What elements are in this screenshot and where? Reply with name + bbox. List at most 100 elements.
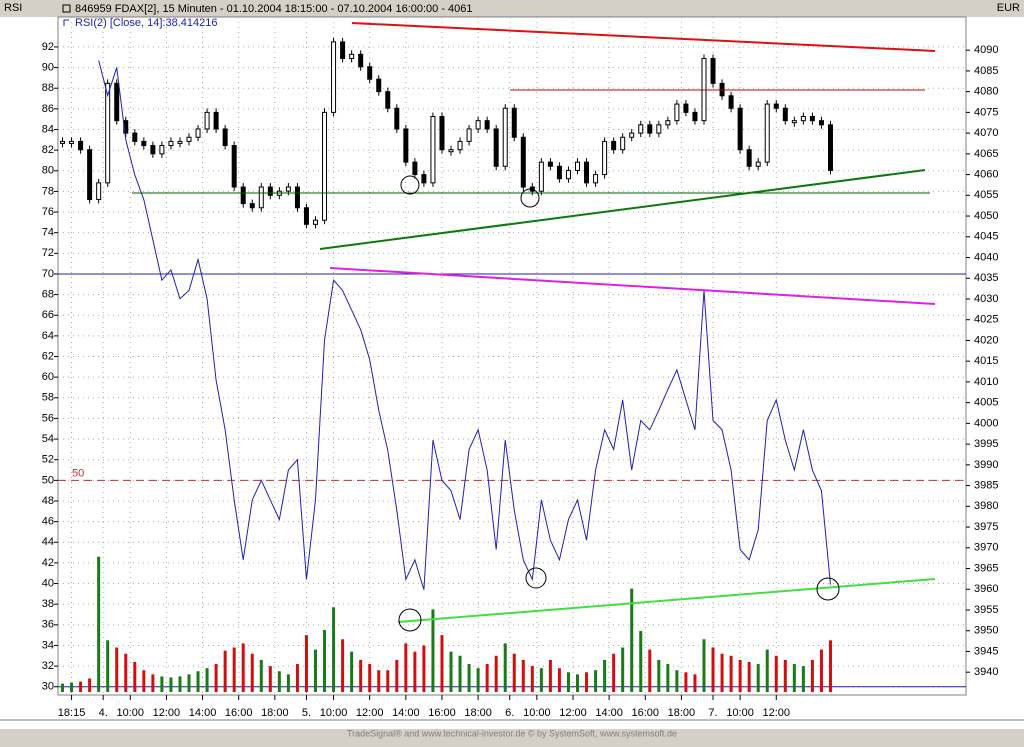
marks (60, 37, 833, 692)
x-tick-label: 14:00 (595, 707, 623, 719)
volume-bar (88, 678, 92, 692)
volume-bar (250, 653, 254, 692)
y-tick-label: 36 (42, 619, 54, 631)
volume-bar (241, 643, 245, 692)
volume-bar (485, 664, 489, 692)
volume-bar (557, 668, 561, 692)
y-tick-label: 78 (42, 185, 54, 197)
price-candle (827, 124, 833, 171)
price-candle (78, 140, 84, 151)
y2-tick-label: 4045 (974, 231, 998, 243)
price-candle (728, 95, 734, 109)
y-tick-label: 82 (42, 144, 54, 156)
price-candle (556, 165, 562, 180)
y2-tick-label: 4015 (974, 355, 998, 367)
volume-bar (512, 653, 516, 692)
y2-tick-label: 3960 (974, 583, 998, 595)
volume-bar (61, 683, 65, 692)
y-tick-label: 58 (42, 392, 54, 404)
y2-tick-label: 3945 (974, 645, 998, 657)
volume-bar (232, 647, 236, 692)
price-candle (168, 140, 174, 147)
volume-bar (612, 653, 616, 692)
volume-bar (350, 651, 354, 692)
price-candle (484, 120, 490, 130)
y2-tick-label: 4070 (974, 127, 998, 139)
volume-bar (259, 659, 263, 692)
legend-price: 846959 FDAX[2], 15 Minuten - 01.10.2004 … (75, 3, 473, 15)
volume-bar (476, 668, 480, 692)
price-candle (755, 161, 761, 167)
volume-bar (368, 664, 372, 692)
x-tick-label: 16:00 (428, 707, 456, 719)
y2-tick-label: 4020 (974, 334, 998, 346)
marker-circle (398, 608, 422, 632)
volume-bar (124, 653, 128, 692)
volume-bar (359, 659, 363, 692)
price-candle (746, 149, 752, 167)
x-tick-label: 7. (708, 707, 717, 719)
volume-bar (675, 670, 679, 692)
legend-icon (62, 4, 71, 13)
volume-bar (648, 649, 652, 692)
marker-circle (525, 567, 547, 589)
y2-tick-label: 3975 (974, 521, 998, 533)
volume-bar (747, 661, 751, 692)
x-tick-label: 18:00 (261, 707, 289, 719)
volume-bar (295, 664, 299, 692)
price-candle (818, 120, 824, 126)
y2-tick-label: 3995 (974, 438, 998, 450)
volume-bar (106, 640, 110, 692)
volume-bar (774, 655, 778, 692)
price-candle (222, 128, 228, 147)
y2-tick-label: 4050 (974, 210, 998, 222)
x-tick-label: 12:00 (559, 707, 587, 719)
y2-tick-label: 4005 (974, 397, 998, 409)
price-candle (294, 186, 300, 209)
x-tick-label: 4. (99, 707, 108, 719)
price-candle (394, 107, 400, 130)
volume-bar (801, 666, 805, 692)
y2-tick-label: 4065 (974, 148, 998, 160)
midline-label: 50 (72, 467, 84, 479)
y-tick-label: 72 (42, 247, 54, 259)
volume-bar (494, 655, 498, 692)
y2-tick-label: 3970 (974, 542, 998, 554)
price-candle (584, 161, 590, 184)
price-candle (656, 124, 662, 134)
price-candle (791, 120, 797, 124)
x-tick-label: 10:00 (117, 707, 145, 719)
y-tick-label: 62 (42, 350, 54, 362)
price-candle (385, 91, 391, 109)
volume-bar (395, 659, 399, 692)
volume-bar (151, 674, 155, 692)
price-candle (665, 120, 671, 126)
y-tick-label: 66 (42, 309, 54, 321)
price-candle (575, 161, 581, 171)
price-candle (240, 186, 246, 205)
y-tick-label: 88 (42, 82, 54, 94)
y2-tick-label: 4040 (974, 251, 998, 263)
legend-icon (63, 19, 69, 26)
y-tick-label: 32 (42, 660, 54, 672)
volume-bar (603, 659, 607, 692)
price-candle (809, 116, 815, 122)
y-tick-label: 44 (42, 536, 54, 548)
volume-bar (160, 676, 164, 692)
y-tick-label: 56 (42, 412, 54, 424)
price-candle (349, 53, 355, 59)
volume-bar (530, 666, 534, 692)
volume-bar (521, 659, 525, 692)
y-tick-label: 34 (42, 639, 54, 651)
price-candle (186, 136, 192, 142)
x-tick-label: 14:00 (189, 707, 217, 719)
price-candle (638, 124, 644, 134)
y-tick-label: 42 (42, 557, 54, 569)
marker-circle (520, 188, 540, 208)
volume-bar (765, 649, 769, 692)
y2-tick-label: 4035 (974, 272, 998, 284)
y-tick-label: 86 (42, 103, 54, 115)
y2-tick-label: 4080 (974, 86, 998, 98)
volume-bar (187, 674, 191, 692)
